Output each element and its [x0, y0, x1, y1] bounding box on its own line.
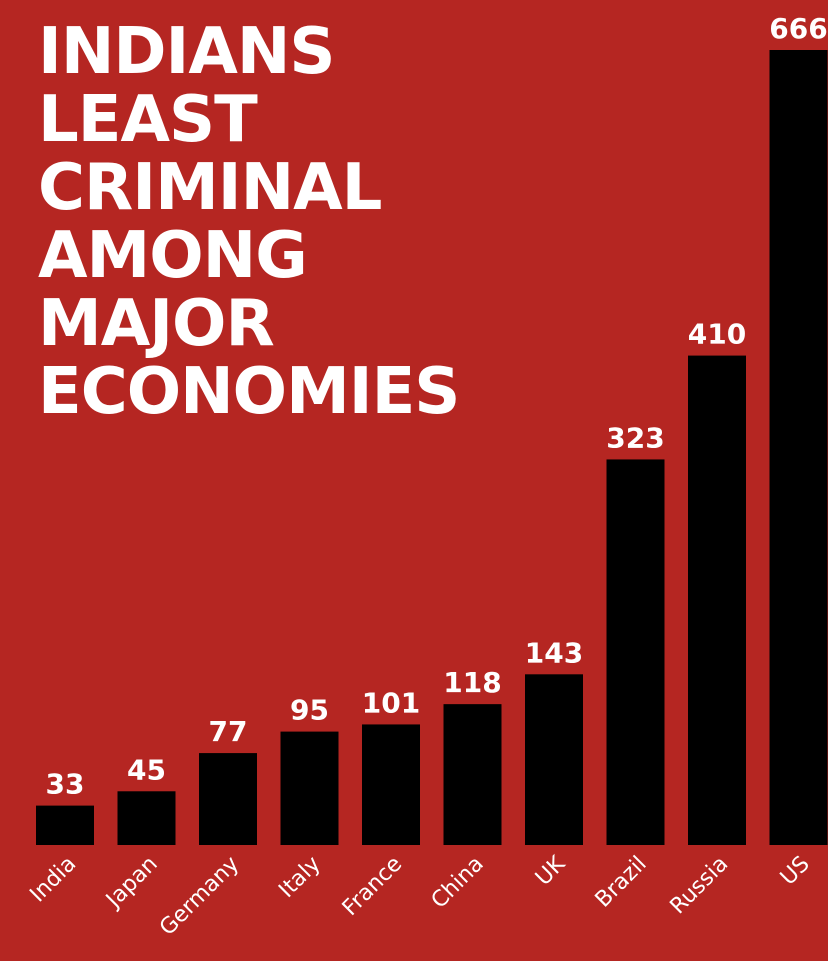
category-label: India: [25, 852, 81, 908]
bar-brazil: [606, 459, 665, 845]
value-label: 45: [127, 753, 166, 786]
value-label: 118: [443, 666, 501, 699]
value-label: 77: [209, 715, 248, 748]
title-line: AMONG: [38, 219, 308, 293]
category-label: Russia: [666, 852, 734, 920]
bar-italy: [280, 731, 339, 845]
category-label: France: [338, 852, 407, 921]
value-label: 410: [688, 318, 746, 351]
value-label: 95: [290, 694, 329, 727]
category-label: US: [776, 852, 815, 891]
value-label: 323: [606, 421, 664, 454]
bar-india: [36, 805, 94, 845]
title-line: ECONOMIES: [38, 355, 460, 429]
title-line: MAJOR: [38, 287, 275, 361]
bar-russia: [688, 355, 746, 845]
bar-japan: [117, 791, 176, 845]
bar-uk: [525, 674, 583, 845]
category-label: Brazil: [591, 852, 652, 913]
category-label: Italy: [274, 852, 325, 903]
category-label: China: [427, 852, 489, 914]
title-line: LEAST: [38, 83, 258, 157]
bar-china: [443, 704, 502, 845]
title-line: INDIANS: [38, 15, 336, 89]
value-label: 101: [362, 686, 420, 719]
chart-title: INDIANS LEAST CRIMINAL AMONG MAJOR ECONO…: [38, 15, 460, 429]
value-label: 666: [769, 12, 827, 45]
bar-france: [362, 724, 420, 845]
category-label: Japan: [100, 852, 162, 914]
value-label: 33: [46, 768, 85, 801]
bar-germany: [199, 753, 257, 845]
bar-us: [769, 50, 828, 845]
value-label: 143: [525, 636, 583, 669]
title-line: CRIMINAL: [38, 151, 382, 225]
category-label: Germany: [155, 852, 244, 941]
category-label: UK: [531, 851, 571, 891]
